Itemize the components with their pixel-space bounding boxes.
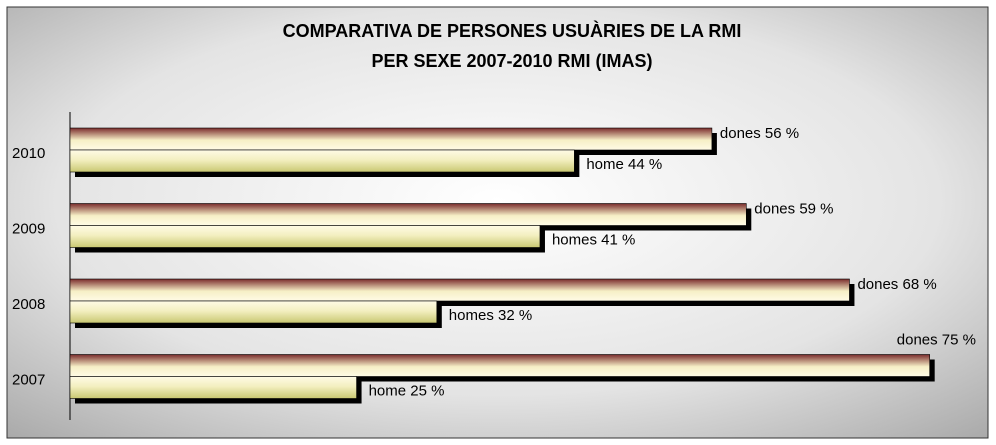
- data-label: dones 56 %: [720, 125, 799, 142]
- data-label: homes 41 %: [552, 231, 635, 248]
- bar: [69, 149, 575, 173]
- bar: [69, 203, 747, 226]
- data-label: homes 32 %: [449, 307, 532, 324]
- data-label: dones 68 %: [857, 276, 936, 293]
- data-label: dones 59 %: [754, 200, 833, 217]
- chart-title: COMPARATIVA DE PERSONES USUÀRIES DE LA R…: [283, 20, 742, 41]
- bar: [69, 354, 930, 377]
- chart-title: PER SEXE 2007-2010 RMI (IMAS): [371, 51, 652, 71]
- bar: [69, 225, 541, 248]
- data-label: home 25 %: [369, 382, 445, 399]
- data-label: home 44 %: [586, 156, 662, 173]
- bar: [69, 300, 438, 324]
- bar: [69, 127, 713, 151]
- y-tick-label: 2008: [12, 296, 45, 313]
- bar: [69, 376, 357, 399]
- data-label: dones 75 %: [897, 331, 976, 348]
- bar: [69, 278, 850, 302]
- y-tick-label: 2009: [12, 220, 45, 237]
- y-tick-label: 2010: [12, 145, 45, 162]
- y-tick-label: 2007: [12, 371, 45, 388]
